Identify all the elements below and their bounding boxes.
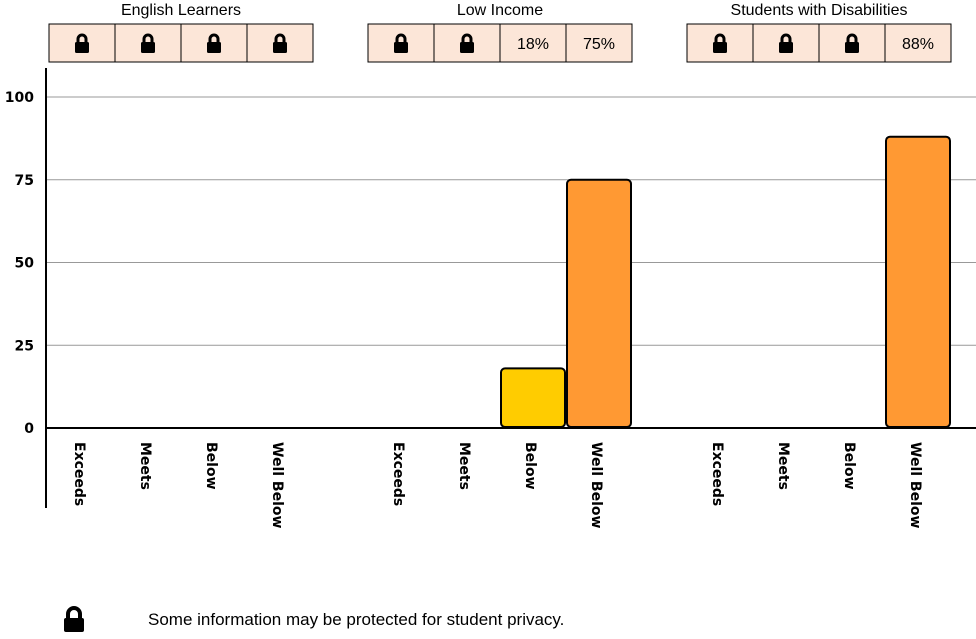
lock-shackle (395, 33, 407, 42)
lock-icon (713, 33, 727, 53)
lock-body (394, 42, 408, 53)
bar-low-income-well-below (566, 178, 632, 428)
lock-shackle (780, 33, 792, 42)
lock-body (273, 42, 287, 53)
lock-body (141, 42, 155, 53)
y-tick-label: 50 (15, 256, 35, 272)
x-tick-label: Below (522, 442, 538, 490)
bar-low-income-below (500, 367, 566, 429)
x-tick-label: Meets (137, 442, 153, 490)
privacy-note-text: Some information may be protected for st… (148, 610, 565, 629)
value-cell (433, 23, 501, 63)
bar-students-with-disabilities-well-below (885, 135, 951, 428)
x-tick-label: Below (203, 442, 219, 490)
lock-shackle (76, 33, 88, 42)
lock-body (75, 42, 89, 53)
value-cell-label: 75% (583, 36, 615, 53)
x-tick-label: Meets (775, 442, 791, 490)
group-title-low-income: Low Income (457, 2, 543, 19)
lock-body (713, 42, 727, 53)
lock-icon (273, 33, 287, 53)
lock-icon (394, 33, 408, 53)
lock-icon (62, 606, 86, 634)
y-tick-label: 75 (15, 173, 34, 189)
y-tick-label: 100 (5, 90, 34, 106)
group-title-english-learners: English Learners (121, 2, 241, 19)
lock-shackle (714, 33, 726, 42)
lock-icon (75, 33, 89, 53)
lock-shackle (846, 33, 858, 42)
x-tick-label: Well Below (588, 442, 604, 528)
lock-icon (141, 33, 155, 53)
x-tick-label: Well Below (269, 442, 285, 528)
lock-body (845, 42, 859, 53)
lock-body (207, 42, 221, 53)
y-tick-label: 25 (15, 338, 34, 354)
value-cell (565, 23, 633, 63)
privacy-footnote: Some information may be protected for st… (62, 606, 962, 634)
value-cell (499, 23, 567, 63)
value-cell (884, 23, 952, 63)
x-tick-label: Below (841, 442, 857, 490)
value-cell-label: 18% (517, 36, 549, 53)
y-tick-label: 0 (24, 421, 34, 437)
lock-icon (845, 33, 859, 53)
x-tick-label: Exceeds (71, 442, 87, 506)
lock-body (460, 42, 474, 53)
group-title-students-with-disabilities: Students with Disabilities (731, 2, 908, 19)
lock-body (779, 42, 793, 53)
x-tick-label: Well Below (907, 442, 923, 528)
lock-icon (460, 33, 474, 53)
x-tick-label: Exceeds (709, 442, 725, 506)
lock-shackle (142, 33, 154, 42)
x-tick-label: Meets (456, 442, 472, 490)
value-cell-label: 88% (902, 36, 934, 53)
lock-shackle (461, 33, 473, 42)
lock-shackle (274, 33, 286, 42)
value-cell (48, 23, 116, 63)
lock-shackle (208, 33, 220, 42)
lock-icon (779, 33, 793, 53)
performance-chart: 0 25 50 75 100 English Learners Exceeds Meets Be… (5, 2, 976, 528)
lock-icon (207, 33, 221, 53)
x-tick-label: Exceeds (390, 442, 406, 506)
